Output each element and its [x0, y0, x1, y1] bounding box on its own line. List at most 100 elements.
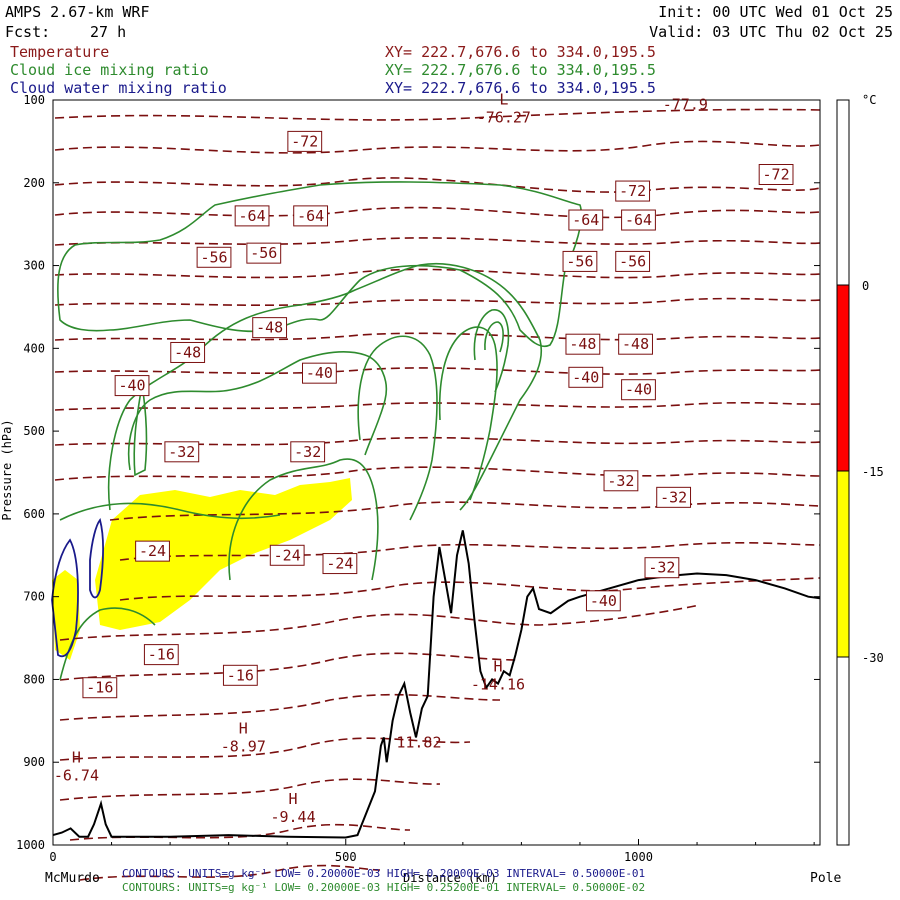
field-temperature-xy: XY= 222.7,676.6 to 334.0,195.5	[385, 43, 656, 61]
cloud-water-contour-info: CONTOURS: UNITS=g kg⁻¹ LOW= 0.20000E-03 …	[122, 867, 645, 880]
colorbar-tick-0: 0	[862, 279, 869, 293]
temperature-label: -64	[625, 211, 652, 229]
temperature-label: -32	[294, 443, 321, 461]
colorbar-tick-15: -15	[862, 465, 884, 479]
temperature-label: -48	[569, 335, 596, 353]
temperature-label-box	[618, 333, 653, 355]
valid-time: Valid: 03 UTC Thu 02 Oct 25	[649, 23, 893, 41]
extremum-value: -6.74	[54, 767, 99, 785]
temperature-label: -24	[326, 555, 353, 573]
extremum-type: H	[239, 720, 248, 738]
extrema-labels: L-76.27H-8.97H-6.74H-9.44H-14.1611.82-77…	[54, 91, 708, 826]
extremum-value: 11.82	[396, 734, 441, 752]
cloud-water-contours	[51, 518, 104, 658]
temperature-label-box	[758, 164, 794, 185]
colorbar-band-cold	[836, 470, 850, 658]
temperature-labels: -72 -72 -72 -64 -64 -64 -64 -56 -56 -56 -56 -48 -48 -…	[82, 130, 794, 699]
x-axis-label: Distance (km)	[403, 871, 497, 885]
temperature-label-box	[615, 250, 651, 272]
extremum-type: H	[289, 790, 298, 808]
model-title: AMPS 2.67-km WRF	[5, 3, 150, 21]
temperature-label-box	[585, 590, 621, 612]
fcst-value: 27 h	[90, 23, 126, 41]
temperature-label-box	[252, 317, 288, 339]
temperature-label-box	[143, 644, 179, 666]
right-location: Pole	[810, 871, 841, 886]
temperature-label-box	[170, 341, 206, 363]
y-axis: 100 200 300 400 500 600 700 800 900 1000	[16, 93, 820, 852]
extremum-type: H	[72, 749, 81, 767]
extremum-type: H	[493, 658, 502, 676]
temperature-label-box	[644, 557, 680, 579]
temperature-label-box	[114, 375, 150, 397]
temperature-label: -32	[648, 559, 675, 577]
temperature-label-box	[234, 205, 270, 227]
extremum-type: L	[499, 91, 508, 109]
shaded-cold-region-2	[52, 570, 80, 660]
extremum-value: -77.9	[663, 95, 708, 113]
temperature-label: -16	[86, 679, 113, 697]
colorbar-band-warm	[836, 284, 850, 472]
temperature-label-box	[603, 470, 639, 492]
terrain-line	[52, 530, 821, 839]
temperature-label-box	[293, 205, 329, 227]
temperature-label: -24	[274, 546, 301, 564]
temperature-label: -64	[239, 207, 266, 225]
cloud-ice-contour-info: CONTOURS: UNITS=g kg⁻¹ LOW= 0.20000E-03 …	[122, 881, 645, 894]
field-cloud-ice: Cloud ice mixing ratio	[10, 61, 209, 79]
plot-frame	[52, 99, 821, 846]
temperature-label: -40	[572, 368, 599, 386]
temperature-label-box	[656, 486, 692, 508]
temperature-label-box	[621, 209, 656, 231]
y-tick-label: 800	[23, 672, 45, 686]
temperature-label-box	[222, 664, 258, 686]
x-tick-label: 500	[335, 850, 357, 864]
temperature-label-box	[246, 242, 282, 264]
temperature-label: -64	[297, 207, 324, 225]
y-tick-label: 400	[23, 341, 45, 355]
temperature-label: -48	[256, 319, 283, 337]
temperature-label: -40	[118, 377, 145, 395]
x-tick-label: 0	[49, 850, 56, 864]
temperature-label: -56	[619, 252, 646, 270]
extremum-value: -14.16	[471, 676, 525, 694]
temperature-label: -32	[660, 488, 687, 506]
temperature-label: -40	[590, 592, 617, 610]
field-temperature: Temperature	[10, 43, 109, 61]
temperature-label-box	[302, 362, 337, 384]
temperature-label: -40	[306, 364, 333, 382]
temperature-label-box	[568, 366, 604, 388]
temperature-label: -48	[174, 343, 201, 361]
left-location: McMurdo	[45, 871, 100, 886]
y-axis-label: Pressure (hPa)	[0, 419, 14, 520]
y-tick-label: 700	[23, 590, 45, 604]
temperature-label: -56	[250, 244, 277, 262]
temperature-label-box	[615, 180, 651, 202]
colorbar-unit: °C	[862, 93, 876, 107]
temperature-label-box	[562, 250, 598, 272]
x-tick-label: 1000	[624, 850, 653, 864]
field-cloud-water: Cloud water mixing ratio	[10, 79, 227, 97]
extremum-value: -76.27	[477, 109, 531, 127]
temperature-label: -72	[763, 166, 790, 184]
temperature-label-box	[565, 333, 601, 355]
temperature-label: -24	[139, 542, 166, 560]
field-cloud-water-xy: XY= 222.7,676.6 to 334.0,195.5	[385, 79, 656, 97]
y-tick-label: 500	[23, 424, 45, 438]
temperature-label-box	[269, 544, 305, 566]
temperature-label: -40	[625, 381, 652, 399]
temperature-label: -32	[168, 443, 195, 461]
y-tick-label: 100	[23, 93, 45, 107]
colorbar-tick-30: -30	[862, 651, 884, 665]
temperature-contours	[54, 108, 821, 881]
temperature-label-box	[322, 553, 358, 575]
temperature-label: -72	[291, 132, 318, 150]
shaded-cold-region	[95, 478, 352, 630]
temperature-label: -56	[200, 248, 227, 266]
temperature-label-box	[287, 130, 323, 152]
fcst-label: Fcst:	[5, 23, 50, 41]
extremum-value: -9.44	[270, 808, 315, 826]
y-tick-label: 300	[23, 259, 45, 273]
field-cloud-ice-xy: XY= 222.7,676.6 to 334.0,195.5	[385, 61, 656, 79]
